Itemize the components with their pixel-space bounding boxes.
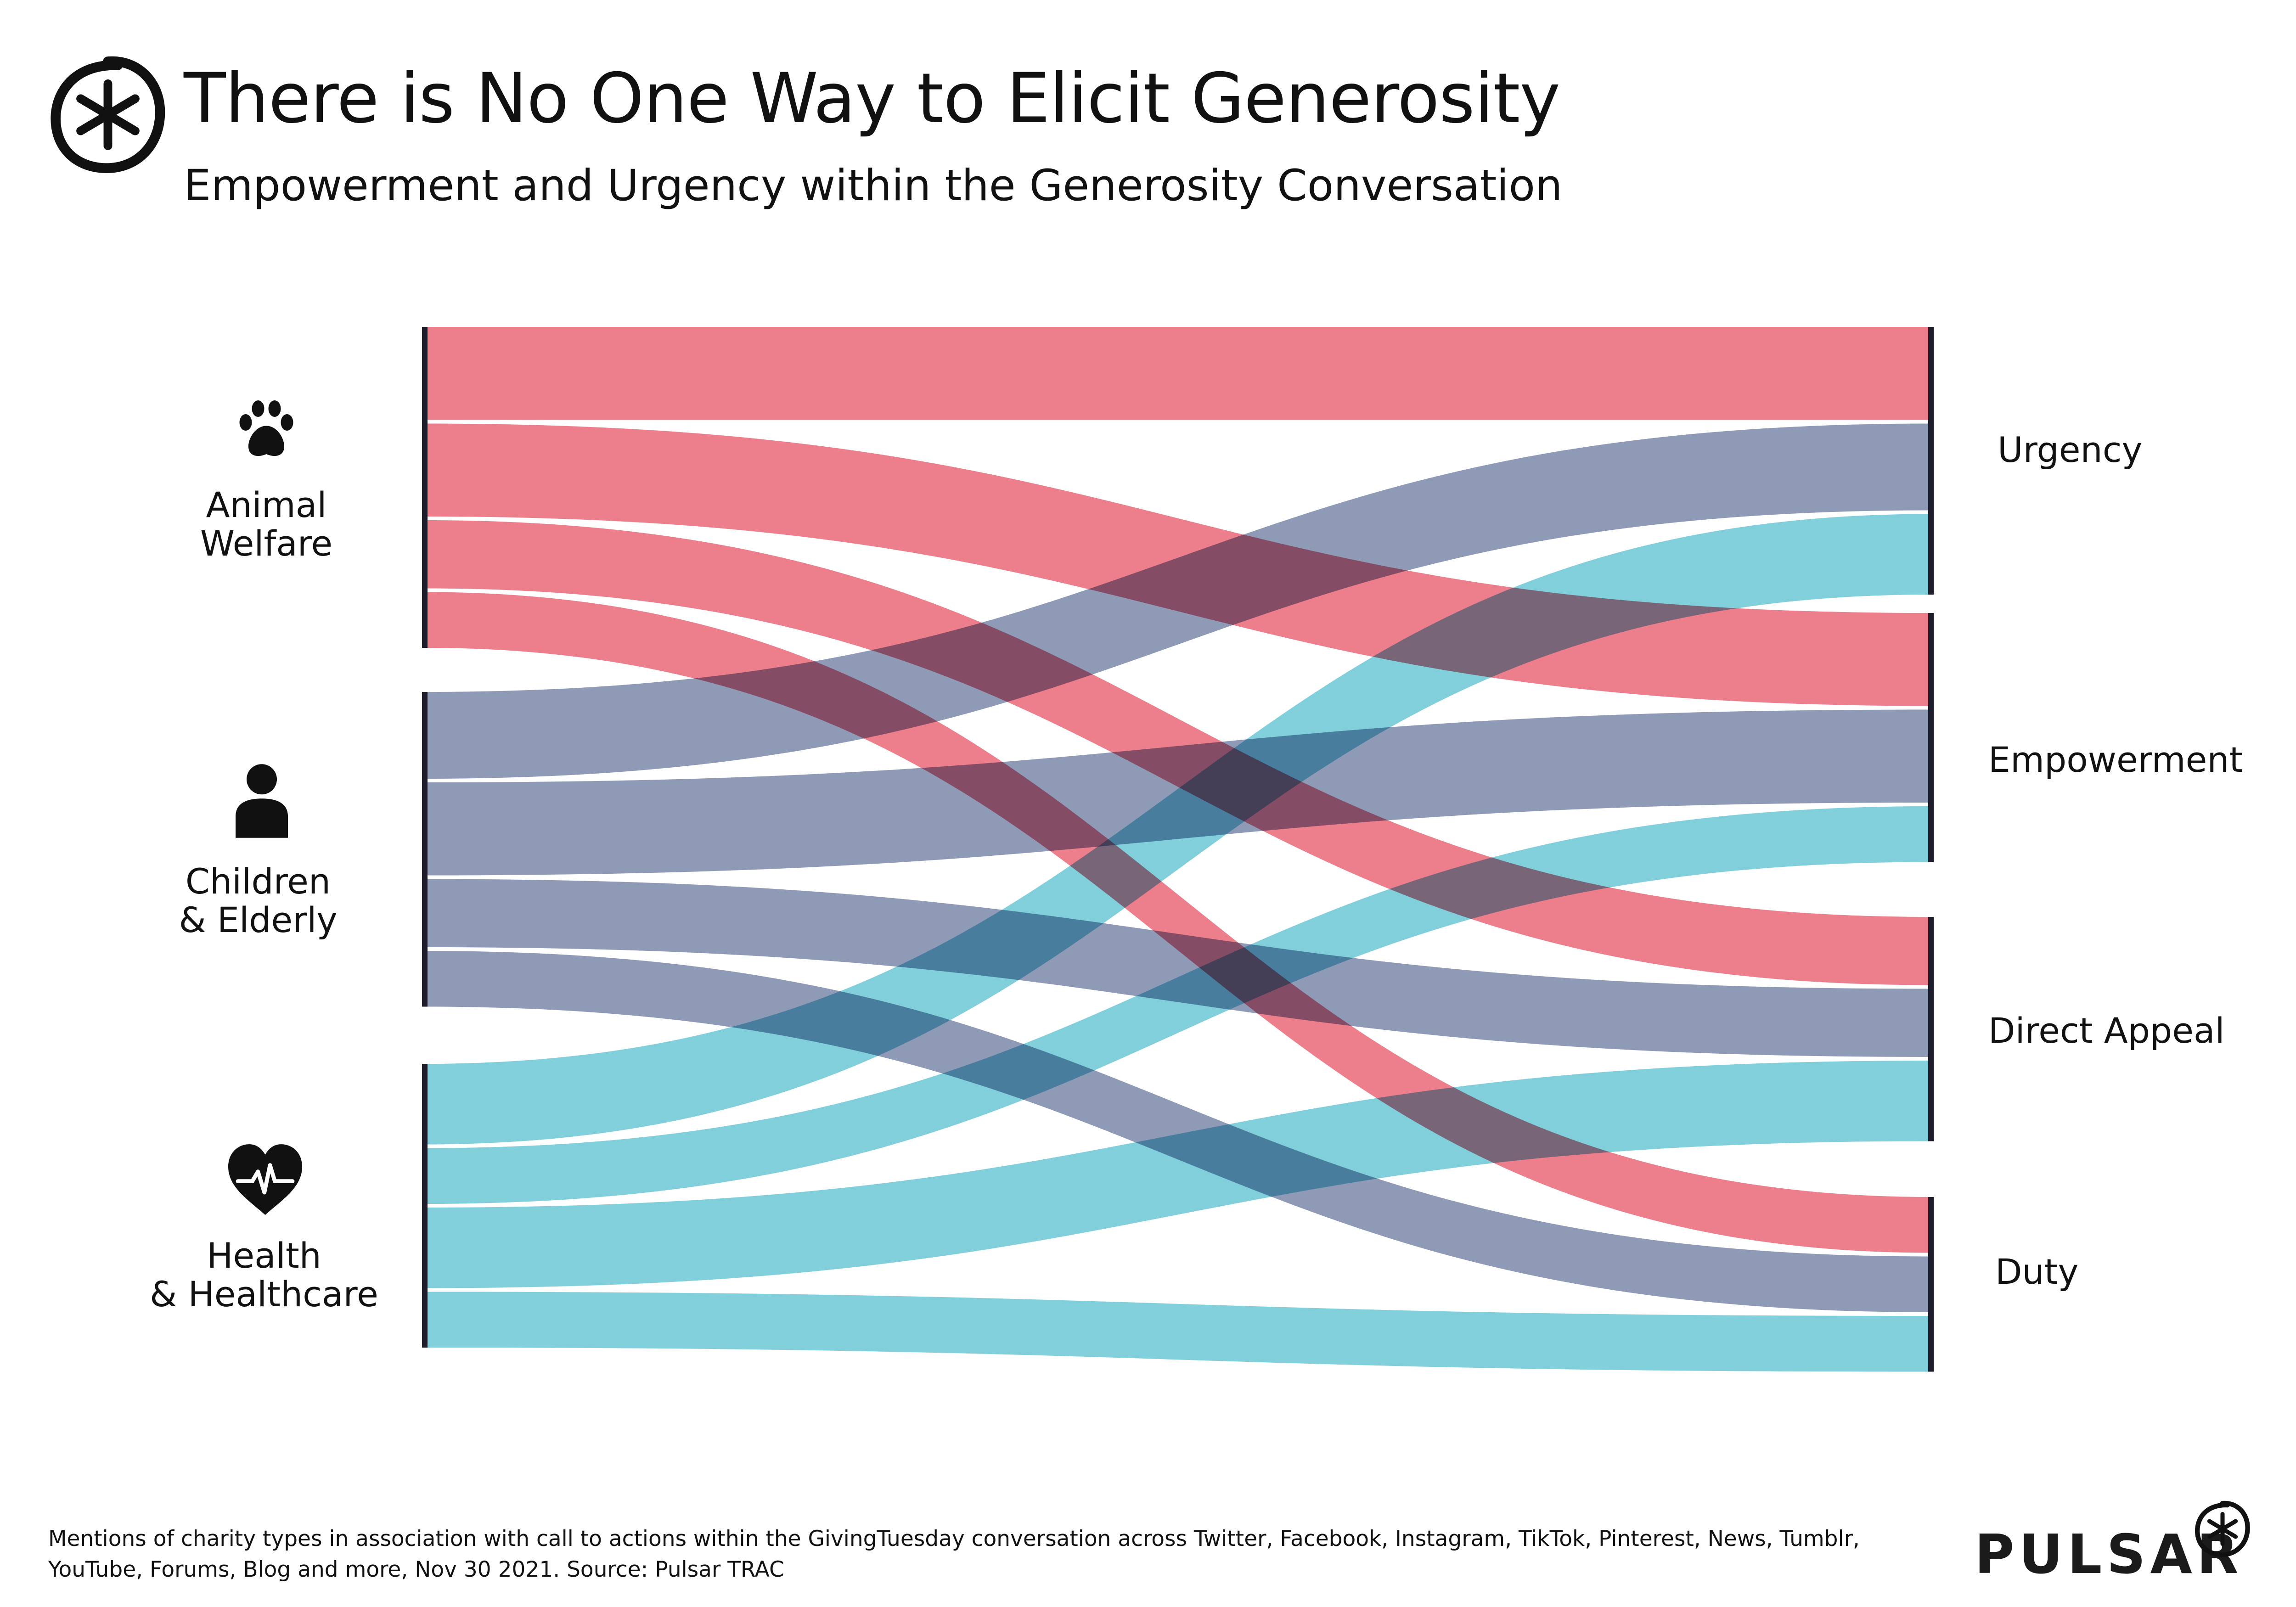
node-bar-children-elderly [422, 692, 428, 1007]
link-children-elderly-to-urgency [425, 423, 1931, 779]
link-health-healthcare-to-duty [425, 1292, 1931, 1372]
link-children-elderly-to-direct-appeal [425, 879, 1931, 1057]
node-bar-direct-appeal [1928, 917, 1934, 1141]
sankey-links [425, 327, 1931, 1372]
paw-icon [239, 400, 293, 456]
brand-wordmark: PULSAR [1975, 1523, 2243, 1586]
link-animal-welfare-to-duty [425, 592, 1931, 1253]
source-footnote: Mentions of charity types in association… [48, 1526, 1860, 1582]
source-label-health-healthcare: Health & Healthcare [150, 1235, 378, 1315]
node-bar-urgency [1928, 327, 1934, 595]
sankey-node-bars [422, 327, 1934, 1372]
link-children-elderly-to-duty [425, 951, 1931, 1312]
target-label-duty: Duty [1995, 1251, 2079, 1292]
node-bar-empowerment [1928, 613, 1934, 862]
page-subtitle: Empowerment and Urgency within the Gener… [184, 161, 1563, 211]
link-health-healthcare-to-empowerment [425, 806, 1931, 1204]
node-bar-animal-welfare [422, 327, 428, 648]
node-bar-duty [1928, 1197, 1934, 1372]
target-label-direct-appeal: Direct Appeal [1988, 1010, 2225, 1051]
heart-pulse-icon [228, 1144, 302, 1215]
asterisk-circle-icon [2195, 1500, 2250, 1557]
target-label-urgency: Urgency [1998, 429, 2143, 470]
source-label-animal-welfare: Animal Welfare [200, 484, 333, 564]
page-title: There is No One Way to Elicit Generosity [184, 59, 1560, 139]
node-bar-health-healthcare [422, 1064, 428, 1348]
source-label-children-elderly: Children & Elderly [179, 861, 338, 940]
link-animal-welfare-to-urgency [425, 327, 1931, 420]
link-health-healthcare-to-urgency [425, 514, 1931, 1145]
link-health-healthcare-to-direct-appeal [425, 1061, 1931, 1288]
target-label-empowerment: Empowerment [1988, 739, 2243, 780]
person-icon [236, 764, 288, 838]
asterisk-circle-icon [51, 56, 165, 173]
